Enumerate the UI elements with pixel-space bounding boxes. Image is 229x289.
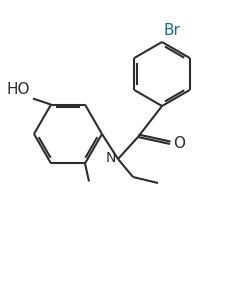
Text: Br: Br <box>163 23 180 38</box>
Text: N: N <box>105 151 115 165</box>
Text: O: O <box>172 136 184 151</box>
Text: HO: HO <box>6 81 30 97</box>
